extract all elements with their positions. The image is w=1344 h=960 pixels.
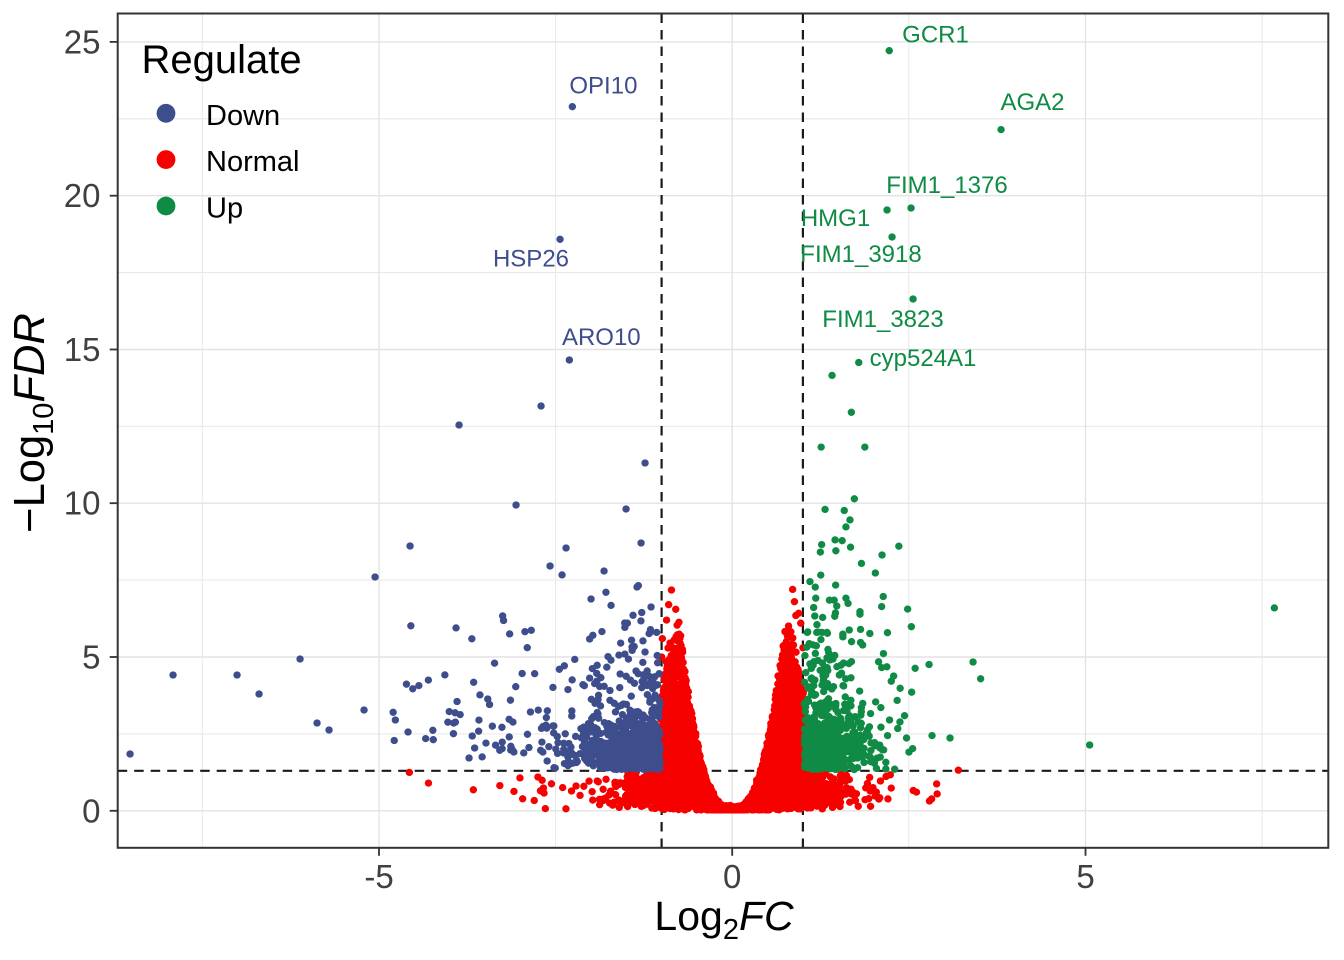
svg-text:15: 15 xyxy=(64,331,101,368)
svg-text:Up: Up xyxy=(206,193,243,225)
svg-text:25: 25 xyxy=(64,23,101,60)
svg-text:Regulate: Regulate xyxy=(142,38,302,82)
svg-text:FIM1_3918: FIM1_3918 xyxy=(800,241,921,268)
svg-text:HSP26: HSP26 xyxy=(493,246,569,273)
svg-text:Down: Down xyxy=(206,100,280,132)
svg-text:Normal: Normal xyxy=(206,146,299,178)
svg-text:GCR1: GCR1 xyxy=(902,22,969,49)
svg-text:20: 20 xyxy=(64,177,101,214)
svg-text:0: 0 xyxy=(723,858,741,895)
svg-text:OPI10: OPI10 xyxy=(569,72,637,99)
svg-text:-5: -5 xyxy=(364,858,393,895)
svg-text:10: 10 xyxy=(64,485,101,522)
svg-text:FIM1_3823: FIM1_3823 xyxy=(822,306,943,333)
svg-text:cyp524A1: cyp524A1 xyxy=(870,345,977,372)
svg-text:5: 5 xyxy=(1076,858,1094,895)
svg-text:0: 0 xyxy=(82,792,100,829)
svg-text:5: 5 xyxy=(82,639,100,676)
svg-text:FIM1_1376: FIM1_1376 xyxy=(886,172,1007,199)
svg-text:ARO10: ARO10 xyxy=(562,324,641,351)
svg-text:AGA2: AGA2 xyxy=(1000,89,1064,116)
svg-text:HMG1: HMG1 xyxy=(801,205,870,232)
